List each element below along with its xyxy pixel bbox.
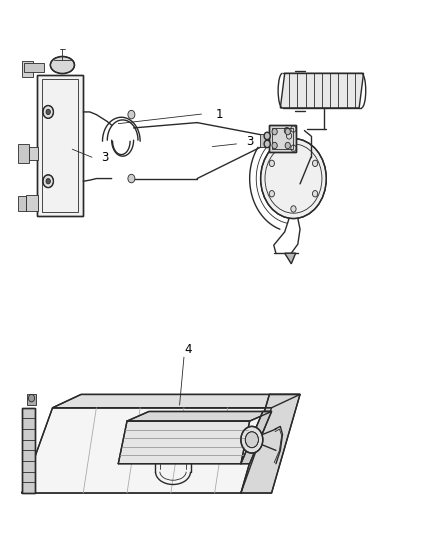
Circle shape — [128, 110, 135, 119]
Polygon shape — [29, 147, 38, 160]
Polygon shape — [280, 74, 364, 108]
Polygon shape — [24, 63, 44, 72]
Circle shape — [46, 179, 50, 184]
Text: 3: 3 — [246, 135, 253, 148]
Circle shape — [261, 139, 326, 219]
Circle shape — [312, 160, 318, 166]
Circle shape — [291, 206, 296, 212]
Circle shape — [245, 432, 258, 448]
Circle shape — [128, 174, 135, 183]
Polygon shape — [285, 253, 296, 264]
Circle shape — [269, 160, 275, 166]
Polygon shape — [26, 195, 38, 211]
Polygon shape — [260, 134, 269, 147]
Ellipse shape — [50, 56, 74, 74]
Circle shape — [241, 426, 263, 453]
Polygon shape — [127, 411, 272, 421]
Polygon shape — [269, 125, 296, 152]
Circle shape — [312, 191, 318, 197]
Circle shape — [264, 140, 270, 148]
Polygon shape — [22, 408, 35, 493]
Circle shape — [285, 142, 290, 149]
Bar — [42, 79, 78, 212]
Circle shape — [28, 394, 35, 402]
Polygon shape — [37, 75, 83, 216]
Polygon shape — [22, 61, 33, 77]
Circle shape — [46, 109, 50, 115]
Circle shape — [291, 145, 296, 151]
Polygon shape — [22, 408, 272, 493]
Circle shape — [43, 175, 53, 188]
Circle shape — [272, 128, 277, 135]
Bar — [269, 125, 296, 152]
Circle shape — [285, 128, 290, 135]
Text: 3: 3 — [102, 151, 109, 164]
Polygon shape — [53, 394, 300, 408]
Circle shape — [264, 132, 270, 140]
Polygon shape — [241, 394, 300, 493]
Bar — [272, 128, 293, 149]
Polygon shape — [18, 196, 26, 211]
Text: 1: 1 — [215, 108, 223, 121]
Circle shape — [43, 106, 53, 118]
Polygon shape — [241, 411, 272, 464]
Polygon shape — [27, 394, 36, 405]
Text: 4: 4 — [184, 343, 192, 356]
Polygon shape — [18, 144, 29, 163]
Circle shape — [272, 142, 277, 149]
Bar — [37, 75, 83, 216]
Polygon shape — [118, 421, 250, 464]
Circle shape — [269, 191, 275, 197]
